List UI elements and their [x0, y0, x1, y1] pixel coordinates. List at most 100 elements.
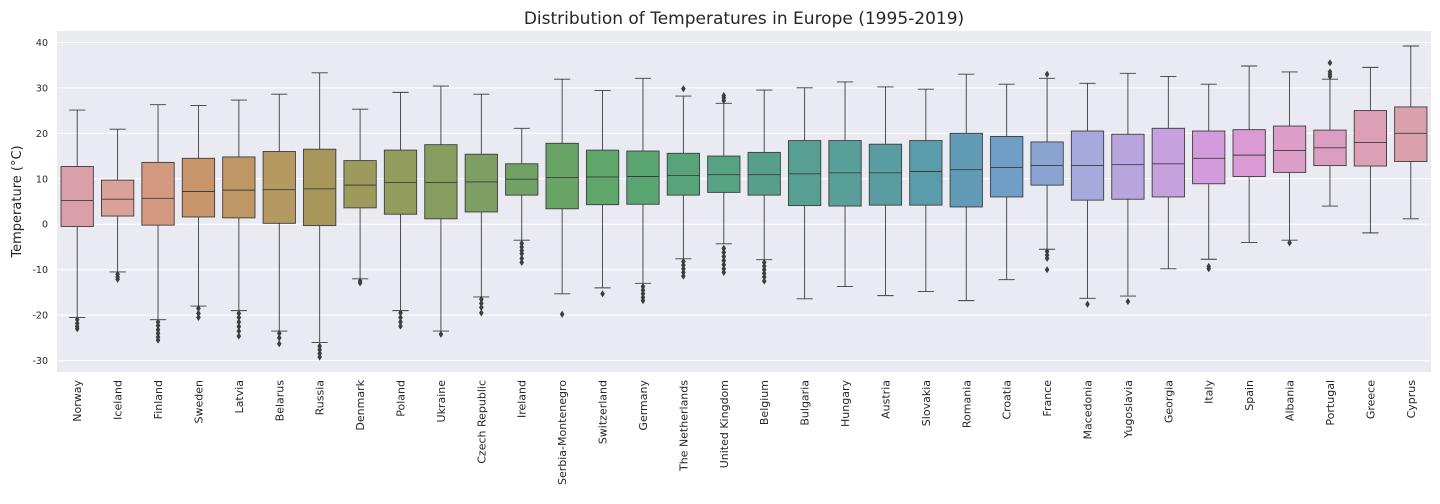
iqr-box — [424, 144, 458, 220]
x-tick-label: Denmark — [354, 379, 367, 430]
iqr-box — [585, 149, 620, 206]
x-tick-label: Iceland — [112, 380, 125, 420]
outlier-marker — [761, 269, 767, 277]
y-tick-label: 10 — [36, 174, 48, 185]
box-switzerland — [585, 90, 620, 298]
iqr-box — [262, 151, 296, 224]
iqr-box — [1272, 125, 1307, 173]
outlier-marker — [1327, 68, 1333, 76]
box-denmark — [343, 108, 377, 287]
iqr-box — [181, 157, 216, 218]
iqr-box — [1394, 106, 1428, 162]
y-tick-label: 20 — [36, 129, 48, 140]
iqr-box — [222, 156, 256, 219]
x-tick-label: Latvia — [233, 380, 246, 414]
outlier-marker — [721, 244, 727, 252]
iqr-box — [1151, 127, 1185, 198]
outlier-marker — [721, 257, 727, 265]
box-spain — [1232, 65, 1266, 243]
outlier-marker — [721, 261, 727, 269]
x-tick-label: Macedonia — [1082, 380, 1095, 440]
x-tick-label: Finland — [152, 380, 165, 419]
box-serbia-montenegro — [545, 78, 579, 318]
x-tick-label: Norway — [71, 380, 84, 422]
x-tick-label: Cyprus — [1405, 380, 1418, 419]
iqr-box — [141, 161, 175, 226]
outlier-marker — [479, 309, 484, 317]
boxes — [60, 45, 1428, 361]
outlier-marker — [761, 258, 767, 267]
outlier-marker — [317, 353, 322, 361]
iqr-box — [1030, 141, 1064, 186]
x-tick-label: Romania — [960, 380, 973, 428]
x-tick-label: Serbia-Montenegro — [556, 380, 569, 485]
iqr-box — [545, 142, 579, 210]
box-greece — [1353, 66, 1387, 234]
iqr-box — [868, 143, 903, 206]
outlier-marker — [721, 265, 727, 273]
outlier-marker — [1044, 70, 1050, 78]
outlier-marker — [681, 261, 686, 269]
outlier-marker — [155, 322, 161, 330]
box-norway — [60, 109, 94, 333]
outlier-marker — [317, 349, 322, 357]
outlier-marker — [196, 313, 201, 322]
outlier-marker — [236, 313, 242, 322]
outlier-marker — [681, 272, 686, 280]
outlier-marker — [236, 327, 242, 335]
x-tick-label: Italy — [1203, 380, 1216, 404]
outlier-marker — [317, 342, 322, 350]
outlier-marker — [519, 258, 525, 267]
outlier-marker — [721, 268, 727, 277]
box-finland — [141, 104, 175, 344]
outlier-marker — [761, 273, 767, 281]
y-tick-label: -30 — [32, 356, 48, 367]
box-sweden — [181, 105, 216, 322]
box-yugoslavia — [1111, 72, 1145, 306]
outlier-marker — [519, 254, 525, 262]
x-tick-label: The Netherlands — [677, 380, 690, 472]
outlier-marker — [681, 268, 686, 277]
outlier-marker — [1044, 247, 1050, 256]
box-slovakia — [909, 88, 943, 292]
x-tick-label: France — [1041, 380, 1054, 417]
outlier-marker — [155, 326, 161, 334]
iqr-box — [60, 166, 94, 227]
outlier-marker — [640, 286, 646, 294]
outlier-marker — [640, 282, 646, 291]
box-russia — [303, 72, 337, 361]
box-iceland — [101, 128, 135, 283]
outlier-marker — [1044, 266, 1050, 274]
outlier-marker — [398, 322, 403, 330]
gridlines — [57, 41, 1431, 362]
outlier-marker — [1287, 239, 1292, 247]
y-axis-label: Temperature (°C) — [10, 145, 25, 258]
outlier-marker — [681, 85, 686, 93]
iqr-box — [1353, 110, 1387, 167]
x-tick-label: Czech Republic — [475, 380, 488, 464]
iqr-box — [909, 140, 943, 206]
outlier-marker — [74, 325, 80, 333]
box-albania — [1272, 71, 1307, 247]
box-croatia — [990, 83, 1024, 281]
x-tick-label: Poland — [395, 380, 408, 417]
iqr-box — [747, 151, 781, 196]
x-tick-label: Albania — [1284, 380, 1297, 421]
iqr-box — [343, 160, 377, 209]
iqr-box — [464, 153, 498, 213]
outlier-marker — [600, 290, 605, 298]
iqr-box — [1192, 130, 1226, 185]
x-tick-label: Ukraine — [435, 380, 448, 423]
outlier-marker — [479, 295, 484, 303]
outlier-marker — [196, 309, 201, 317]
outlier-marker — [681, 257, 686, 266]
outlier-marker — [640, 290, 646, 298]
box-czech-republic — [464, 93, 498, 317]
box-hungary — [828, 81, 862, 287]
y-tick-label: -20 — [32, 311, 48, 322]
iqr-box — [1232, 129, 1266, 177]
iqr-box — [666, 152, 700, 196]
outlier-marker — [236, 332, 242, 340]
